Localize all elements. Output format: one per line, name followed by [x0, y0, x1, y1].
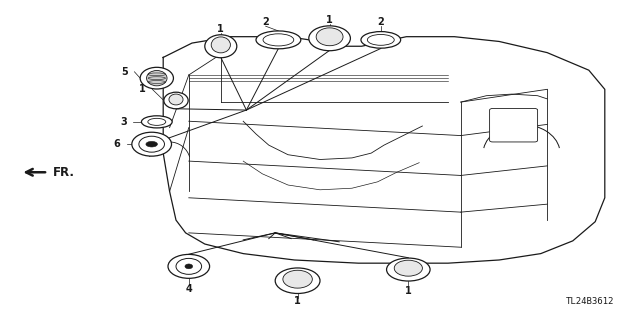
FancyBboxPatch shape — [490, 108, 538, 142]
Ellipse shape — [316, 28, 343, 46]
Text: 1: 1 — [405, 286, 412, 296]
Ellipse shape — [283, 270, 312, 288]
Ellipse shape — [308, 26, 351, 51]
Ellipse shape — [185, 264, 193, 269]
Text: 4: 4 — [186, 284, 192, 294]
Ellipse shape — [146, 141, 157, 147]
Ellipse shape — [169, 94, 183, 105]
Text: 1: 1 — [139, 84, 146, 94]
Text: 6: 6 — [113, 139, 120, 149]
Ellipse shape — [367, 34, 394, 45]
Ellipse shape — [394, 260, 422, 276]
Ellipse shape — [164, 92, 188, 109]
Text: 2: 2 — [378, 17, 384, 27]
Ellipse shape — [361, 32, 401, 48]
Text: 5: 5 — [121, 67, 128, 77]
Text: 2: 2 — [262, 17, 269, 27]
Ellipse shape — [140, 67, 173, 89]
Ellipse shape — [211, 37, 230, 53]
Text: FR.: FR. — [52, 166, 74, 179]
Ellipse shape — [387, 258, 430, 281]
Ellipse shape — [132, 132, 172, 156]
Ellipse shape — [176, 258, 202, 274]
Ellipse shape — [256, 31, 301, 49]
Ellipse shape — [139, 136, 164, 152]
Text: TL24B3612: TL24B3612 — [566, 297, 614, 306]
Ellipse shape — [148, 118, 166, 125]
Ellipse shape — [275, 268, 320, 293]
Ellipse shape — [168, 255, 210, 278]
Text: 3: 3 — [120, 117, 127, 127]
Text: 1: 1 — [218, 24, 224, 34]
Text: 1: 1 — [326, 15, 333, 25]
Ellipse shape — [147, 70, 167, 86]
Ellipse shape — [141, 116, 172, 128]
Ellipse shape — [263, 34, 294, 46]
Ellipse shape — [205, 35, 237, 58]
Text: 1: 1 — [294, 296, 301, 307]
